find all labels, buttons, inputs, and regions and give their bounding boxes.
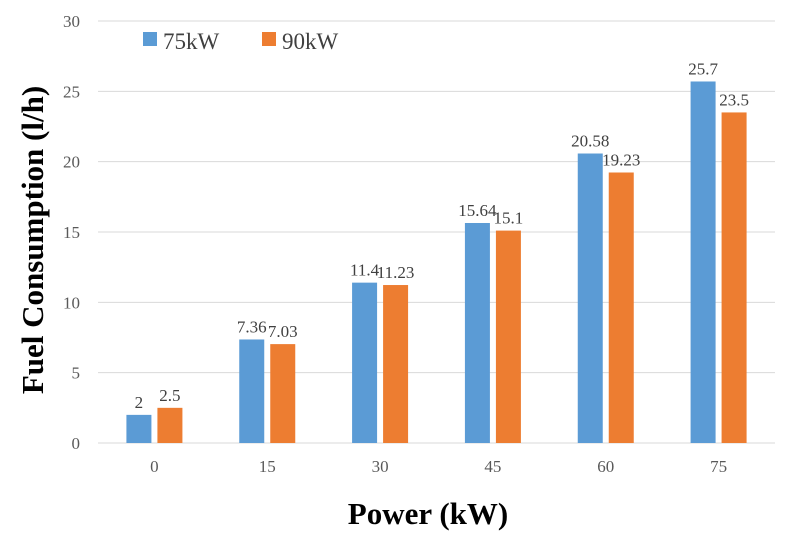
bar-75kw-60 — [577, 153, 603, 443]
bar-90kw-60 — [608, 172, 634, 444]
data-label-90kw-15: 7.03 — [268, 322, 298, 341]
data-label-75kw-30: 11.4 — [350, 261, 380, 280]
bar-90kw-30 — [383, 285, 409, 443]
y-tick-label: 20 — [63, 153, 80, 172]
data-label-75kw-60: 20.58 — [571, 132, 609, 151]
x-axis-title: Power (kW) — [348, 496, 508, 531]
data-label-75kw-0: 2 — [135, 393, 144, 412]
legend: 75kW 90kW — [143, 29, 339, 54]
data-label-90kw-75: 23.5 — [719, 90, 749, 109]
legend-label-75kw: 75kW — [163, 29, 220, 54]
bar-75kw-30 — [352, 282, 378, 443]
x-tick-label: 75 — [710, 457, 727, 476]
data-label-90kw-45: 15.1 — [494, 209, 524, 228]
y-axis-title: Fuel Consumption (l/h) — [15, 86, 50, 394]
x-tick-label: 45 — [484, 457, 501, 476]
data-label-90kw-60: 19.23 — [602, 150, 640, 169]
legend-swatch-75kw — [143, 32, 157, 46]
legend-swatch-90kw — [262, 32, 276, 46]
bar-75kw-15 — [239, 339, 265, 443]
data-label-90kw-30: 11.23 — [377, 263, 415, 282]
bar-90kw-0 — [157, 407, 183, 443]
y-tick-label: 0 — [72, 434, 81, 453]
y-tick-label: 25 — [63, 82, 80, 101]
y-tick-label: 10 — [63, 293, 80, 312]
x-tick-label: 60 — [597, 457, 614, 476]
data-label-90kw-0: 2.5 — [159, 386, 180, 405]
gridlines — [98, 20, 775, 444]
y-axis-tick-labels: 0 5 10 15 20 25 30 — [63, 12, 80, 453]
bars — [126, 81, 747, 444]
data-label-75kw-45: 15.64 — [458, 201, 497, 220]
legend-label-90kw: 90kW — [282, 29, 339, 54]
x-axis-tick-labels: 0 15 30 45 60 75 — [150, 457, 727, 476]
bar-90kw-45 — [495, 230, 521, 443]
data-label-75kw-15: 7.36 — [237, 317, 267, 336]
y-tick-label: 30 — [63, 12, 80, 31]
x-tick-label: 15 — [259, 457, 276, 476]
bar-90kw-15 — [270, 344, 296, 443]
bar-90kw-75 — [721, 112, 747, 443]
data-label-75kw-75: 25.7 — [688, 59, 718, 78]
x-tick-label: 0 — [150, 457, 159, 476]
bar-75kw-45 — [464, 222, 490, 443]
x-tick-label: 30 — [372, 457, 389, 476]
bar-75kw-0 — [126, 414, 152, 443]
y-tick-label: 15 — [63, 223, 80, 242]
y-tick-label: 5 — [72, 364, 81, 383]
bar-75kw-75 — [690, 81, 716, 443]
